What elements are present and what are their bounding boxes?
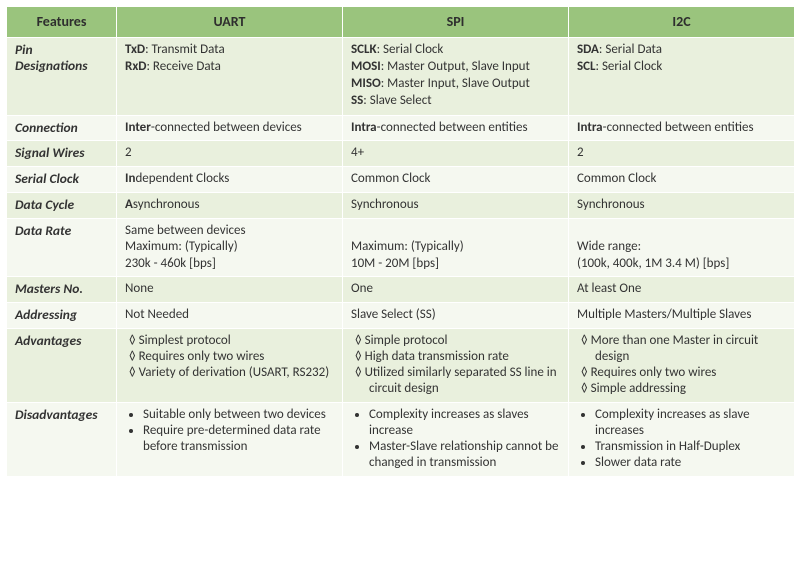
list-item: Transmission in Half-Duplex xyxy=(595,439,786,455)
cell-i2c: Complexity increases as slave increasesT… xyxy=(569,402,795,476)
row-label: Advantages xyxy=(7,328,117,402)
list-item: Simple protocol xyxy=(369,333,560,349)
col-spi: SPI xyxy=(343,7,569,38)
cell-spi: Maximum: (Typically) 10M - 20M [bps] xyxy=(343,219,569,277)
cell-i2c: Multiple Masters/Multiple Slaves xyxy=(569,302,795,328)
row-label: Masters No. xyxy=(7,276,117,302)
list-item: Require pre-determined data rate before … xyxy=(143,423,334,456)
cell-uart: Independent Clocks xyxy=(117,167,343,193)
cell-i2c: Intra-connected between entities xyxy=(569,115,795,141)
cell-uart: Asynchronous xyxy=(117,193,343,219)
cell-uart: Inter-connected between devices xyxy=(117,115,343,141)
protocol-comparison-table: Features UART SPI I2C Pin Designations T… xyxy=(6,6,795,477)
cell-spi: Slave Select (SS) xyxy=(343,302,569,328)
col-i2c: I2C xyxy=(569,7,795,38)
pin-line: MISO: Master Input, Slave Output xyxy=(351,76,560,92)
list-item: Simple addressing xyxy=(595,381,786,397)
pin-line: MOSI: Master Output, Slave Input xyxy=(351,59,560,75)
cell-uart: 2 xyxy=(117,141,343,167)
row-label: Serial Clock xyxy=(7,167,117,193)
header-row: Features UART SPI I2C xyxy=(7,7,795,38)
list-item: More than one Master in circuit design xyxy=(595,333,786,366)
pin-line: SS: Slave Select xyxy=(351,93,560,109)
cell-spi: One xyxy=(343,276,569,302)
row-addressing: Addressing Not Needed Slave Select (SS) … xyxy=(7,302,795,328)
cell-i2c: Synchronous xyxy=(569,193,795,219)
cell-uart: Not Needed xyxy=(117,302,343,328)
cell-i2c: Wide range: (100k, 400k, 1M 3.4 M) [bps] xyxy=(569,219,795,277)
row-label: Data Cycle xyxy=(7,193,117,219)
cell-spi: 4+ xyxy=(343,141,569,167)
pin-line: TxD: Transmit Data xyxy=(125,42,334,58)
cell-uart: None xyxy=(117,276,343,302)
cell-spi: Synchronous xyxy=(343,193,569,219)
cell-uart: Same between devices Maximum: (Typically… xyxy=(117,219,343,277)
list-item: Complexity increases as slave increases xyxy=(595,407,786,440)
row-serial-clock: Serial Clock Independent Clocks Common C… xyxy=(7,167,795,193)
cell-uart: TxD: Transmit DataRxD: Receive Data xyxy=(117,37,343,115)
cell-spi: SCLK: Serial ClockMOSI: Master Output, S… xyxy=(343,37,569,115)
col-features: Features xyxy=(7,7,117,38)
list-item: Suitable only between two devices xyxy=(143,407,334,423)
pin-line: SCLK: Serial Clock xyxy=(351,42,560,58)
list-item: High data transmission rate xyxy=(369,349,560,365)
cell-i2c: 2 xyxy=(569,141,795,167)
list-item: Utilized similarly separated SS line in … xyxy=(369,365,560,398)
cell-uart: Simplest protocolRequires only two wires… xyxy=(117,328,343,402)
col-uart: UART xyxy=(117,7,343,38)
cell-i2c: At least One xyxy=(569,276,795,302)
row-label: Disadvantages xyxy=(7,402,117,476)
row-label: Pin Designations xyxy=(7,37,117,115)
row-masters-no: Masters No. None One At least One xyxy=(7,276,795,302)
cell-i2c: Common Clock xyxy=(569,167,795,193)
list-item: Requires only two wires xyxy=(143,349,334,365)
row-data-cycle: Data Cycle Asynchronous Synchronous Sync… xyxy=(7,193,795,219)
row-label: Signal Wires xyxy=(7,141,117,167)
row-label: Connection xyxy=(7,115,117,141)
cell-spi: Complexity increases as slaves increaseM… xyxy=(343,402,569,476)
pin-line: SCL: Serial Clock xyxy=(577,59,786,75)
pin-line: RxD: Receive Data xyxy=(125,59,334,75)
row-advantages: Advantages Simplest protocolRequires onl… xyxy=(7,328,795,402)
row-signal-wires: Signal Wires 2 4+ 2 xyxy=(7,141,795,167)
row-disadvantages: Disadvantages Suitable only between two … xyxy=(7,402,795,476)
cell-spi: Intra-connected between entities xyxy=(343,115,569,141)
list-item: Master-Slave relationship cannot be chan… xyxy=(369,439,560,472)
list-item: Requires only two wires xyxy=(595,365,786,381)
cell-uart: Suitable only between two devicesRequire… xyxy=(117,402,343,476)
cell-spi: Simple protocolHigh data transmission ra… xyxy=(343,328,569,402)
cell-spi: Common Clock xyxy=(343,167,569,193)
pin-line: SDA: Serial Data xyxy=(577,42,786,58)
row-connection: Connection Inter-connected between devic… xyxy=(7,115,795,141)
row-pin-designations: Pin Designations TxD: Transmit DataRxD: … xyxy=(7,37,795,115)
list-item: Variety of derivation (USART, RS232) xyxy=(143,365,334,381)
list-item: Complexity increases as slaves increase xyxy=(369,407,560,440)
row-label: Data Rate xyxy=(7,219,117,277)
row-data-rate: Data Rate Same between devices Maximum: … xyxy=(7,219,795,277)
row-label: Addressing xyxy=(7,302,117,328)
cell-i2c: SDA: Serial DataSCL: Serial Clock xyxy=(569,37,795,115)
list-item: Simplest protocol xyxy=(143,333,334,349)
list-item: Slower data rate xyxy=(595,455,786,471)
cell-i2c: More than one Master in circuit designRe… xyxy=(569,328,795,402)
